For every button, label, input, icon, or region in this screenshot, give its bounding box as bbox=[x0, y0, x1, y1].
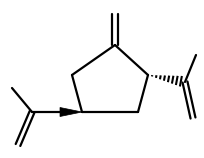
Polygon shape bbox=[60, 107, 82, 116]
